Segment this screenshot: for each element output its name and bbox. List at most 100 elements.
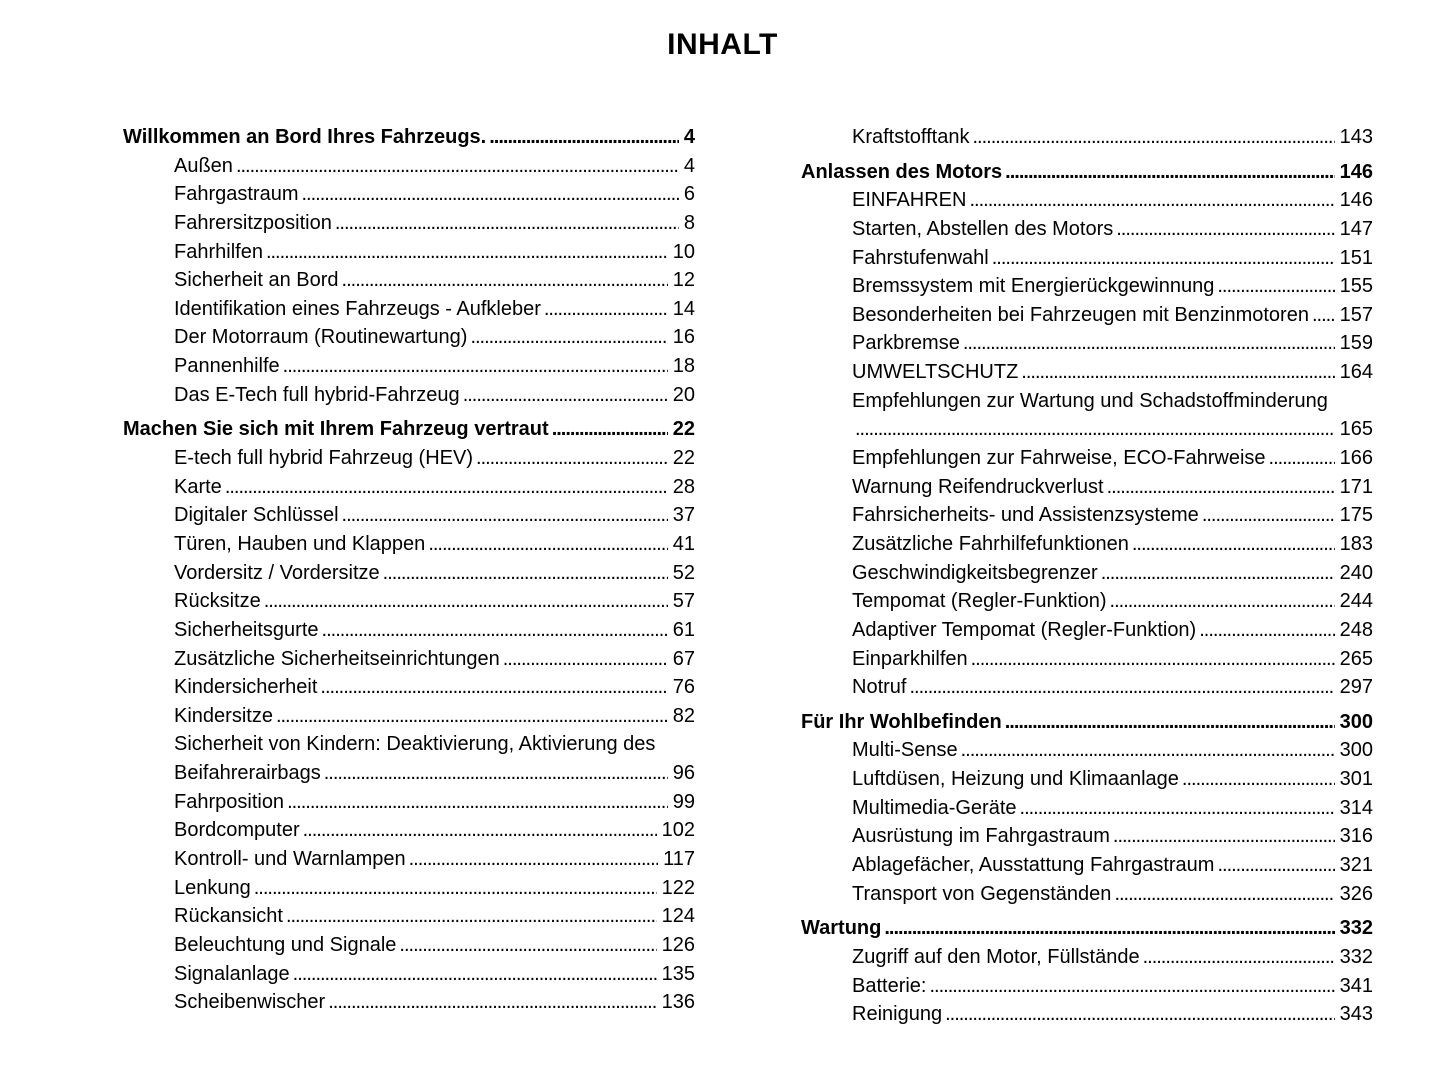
toc-entry: Kindersicherheit 76 [123,673,695,702]
toc-entry-page: 12 [672,269,695,292]
toc-entry: Fahrersitzposition 8 [123,209,695,238]
toc-entry: Multimedia-Geräte 314 [801,794,1373,823]
toc-entry-label: Vordersitz / Vordersitze [174,561,380,584]
toc-entry: Scheibenwischer 136 [123,988,695,1017]
toc-entry: Der Motorraum (Routinewartung) 16 [123,323,695,352]
dot-leader [1104,473,1335,502]
toc-entry-page: 300 [1339,710,1373,733]
toc-entry-page: 82 [672,704,695,727]
dot-leader [425,530,667,559]
toc-entry-label: Das E-Tech full hybrid-Fahrzeug [174,383,460,406]
dot-leader [541,295,668,324]
toc-entry-label: Ausrüstung im Fahrgastraum [852,825,1110,848]
toc-entry-label: Warnung Reifendruckverlust [852,475,1104,498]
toc-entry-label: Fahrgastraum [174,183,299,206]
dot-leader [1129,530,1335,559]
toc-entry-label: Außen [174,154,233,177]
dot-leader [906,673,1334,702]
toc-entry: Kindersitze 82 [123,702,695,731]
toc-entry-page: 171 [1339,475,1373,498]
toc-entry-page: 37 [672,504,695,527]
toc-entry: Fahrposition 99 [123,788,695,817]
toc-entry: Rückansicht 124 [123,902,695,931]
dot-leader [1214,851,1334,880]
toc-entry-label: Sicherheit von Kindern: Deaktivierung, A… [174,733,656,756]
toc-entry: Zugriff auf den Motor, Füllstände 332 [801,943,1373,972]
toc-entry-page: 102 [661,819,695,842]
dot-leader [852,415,1335,444]
toc-entry-label: Multimedia-Geräte [852,796,1017,819]
toc-entry: Karte 28 [123,473,695,502]
toc-entry-label: EINFAHREN [852,189,967,212]
toc-entry-label: Fahrstufenwahl [852,246,989,269]
dot-leader [1140,943,1335,972]
dot-leader [1199,501,1335,530]
toc-entry: Transport von Gegenständen 326 [801,880,1373,909]
toc-entry-label: Fahrhilfen [174,240,263,263]
toc-entry-page: 57 [672,590,695,613]
dot-leader [339,501,668,530]
toc-entry-page: 136 [661,991,695,1014]
toc-section-header: Für Ihr Wohlbefinden 300 [801,708,1373,737]
toc-entry-page: 341 [1339,974,1373,997]
toc-entry-label: Geschwindigkeitsbegrenzer [852,561,1098,584]
toc-entry-label: Identifikation eines Fahrzeugs - Aufkleb… [174,297,541,320]
dot-leader [1111,880,1334,909]
dot-leader [942,1000,1335,1029]
toc-entry-page: 332 [1339,917,1373,940]
toc-entry: Notruf 297 [801,673,1373,702]
toc-entry-page: 265 [1339,647,1373,670]
toc-entry-page: 244 [1339,590,1373,613]
toc-entry-label: Tempomat (Regler-Funktion) [852,590,1107,613]
toc-entry-label: Sicherheit an Bord [174,269,339,292]
dot-leader [233,152,679,181]
dot-leader [500,645,668,674]
toc-entry: Beleuchtung und Signale 126 [123,931,695,960]
toc-entry: Bremssystem mit Energierückgewinnung 155 [801,272,1373,301]
table-of-contents: Willkommen an Bord Ihres Fahrzeugs.4Auße… [123,123,1373,1029]
dot-leader [1266,444,1335,473]
toc-entry-page: 332 [1339,945,1373,968]
toc-entry-label: Digitaler Schlüssel [174,504,339,527]
dot-leader [1107,587,1335,616]
toc-entry: Rücksitze 57 [123,587,695,616]
dot-leader [966,186,1334,215]
dot-leader [319,616,668,645]
toc-entry-page: 22 [672,418,695,441]
dot-leader [261,587,668,616]
toc-entry-page: 297 [1339,676,1373,699]
toc-entry-page: 135 [661,962,695,985]
toc-entry-page: 28 [672,475,695,498]
dot-leader [317,673,667,702]
toc-entry-page: 155 [1339,275,1373,298]
toc-entry-page: 67 [672,647,695,670]
toc-entry: Empfehlungen zur Fahrweise, ECO-Fahrweis… [801,444,1373,473]
dot-leader [222,473,668,502]
toc-entry: Parkbremse 159 [801,329,1373,358]
toc-entry: Fahrstufenwahl 151 [801,244,1373,273]
toc-entry-page: 10 [672,240,695,263]
dot-leader [1179,765,1335,794]
toc-entry-label: Bremssystem mit Energierückgewinnung [852,275,1215,298]
toc-entry-label: Fahrposition [174,790,285,813]
dot-leader [968,645,1335,674]
dot-leader [473,444,668,473]
toc-entry-page: 124 [661,905,695,928]
toc-entry-page: 8 [683,211,695,234]
toc-entry-label: Kindersitze [174,704,273,727]
toc-entry-page: 248 [1339,618,1373,641]
toc-entry-label: Zusätzliche Sicherheitseinrichtungen [174,647,500,670]
toc-entry-label: Fahrersitzposition [174,211,332,234]
toc-entry: Digitaler Schlüssel 37 [123,501,695,530]
dot-leader [1309,301,1335,330]
toc-entry-label: Fahrsicherheits- und Assistenzsysteme [852,504,1199,527]
toc-entry-label: Sicherheitsgurte [174,618,319,641]
toc-entry-label: Transport von Gegenständen [852,882,1112,905]
dot-leader [1002,708,1335,737]
toc-entry: Empfehlungen zur Wartung und Schadstoffm… [801,387,1373,416]
toc-entry: UMWELTSCHUTZ 164 [801,358,1373,387]
dot-leader [1214,272,1334,301]
dot-leader [1196,616,1334,645]
toc-section-header: Wartung 332 [801,914,1373,943]
toc-entry-page: 175 [1339,504,1373,527]
